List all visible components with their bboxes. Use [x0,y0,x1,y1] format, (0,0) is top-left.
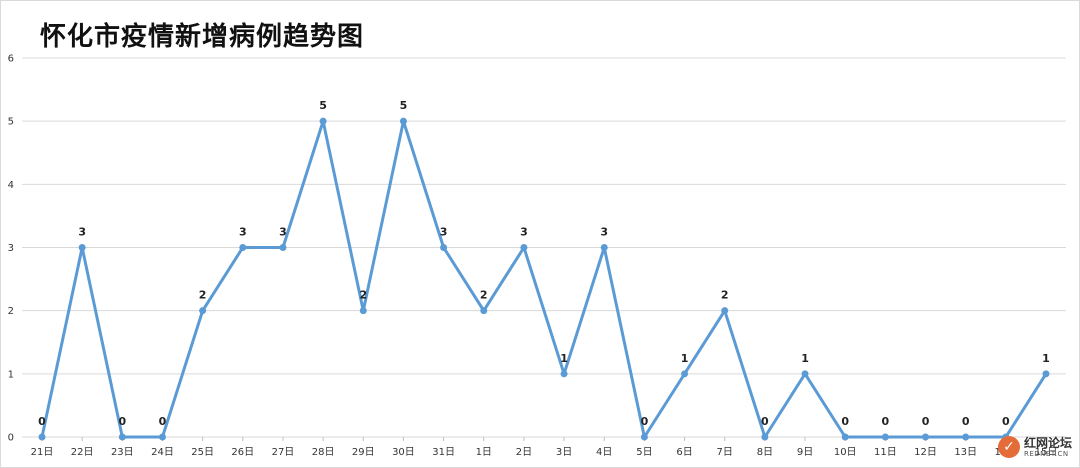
series [38,117,1050,441]
x-tick-label: 11日 [874,447,897,458]
data-point [279,244,287,251]
y-tick-label: 5 [8,117,14,128]
chart-title: 怀化市疫情新增病例趋势图 [40,22,365,52]
data-label: 0 [118,415,126,428]
data-label: 1 [1042,352,1050,365]
x-tick-label: 6日 [676,447,692,458]
x-tick-label: 31日 [432,447,455,458]
x-tick-label: 9日 [797,447,813,458]
data-label: 2 [199,289,207,302]
data-point [841,433,849,441]
data-label: 3 [78,226,86,239]
data-label: 0 [38,415,46,428]
data-label: 3 [440,226,448,239]
data-point [399,117,407,125]
data-point [1042,370,1050,378]
data-labels: 0 3 0 0 2 3 3 5 2 5 3 2 3 1 3 0 1 2 0 1 0 0 0 0 0 1 [38,99,1050,428]
data-label: 0 [882,415,890,428]
data-point [78,244,86,251]
watermark-name: 红网论坛 [1023,435,1072,450]
x-tick-label: 1日 [476,447,492,458]
x-tick-label: 5日 [636,447,652,458]
rednet-logo-icon: ✓ [997,436,1020,458]
x-tick-label: 12日 [914,447,937,458]
data-point [600,244,608,251]
x-tick-label: 15日 [1035,447,1058,458]
data-point [922,433,930,441]
data-point [118,433,126,441]
data-point [761,433,769,441]
x-tick-label: 13日 [954,447,977,458]
x-tick-label: 8日 [757,447,773,458]
data-label: 1 [560,352,568,365]
data-label: 1 [681,352,689,365]
y-tick-label: 6 [8,54,14,65]
gridlines [22,57,1066,438]
y-axis: 0 1 2 3 4 5 6 [8,54,14,444]
data-label: 0 [841,415,849,428]
data-point [681,370,689,378]
data-point [962,433,970,441]
x-tick-label: 3日 [556,447,572,458]
data-label: 0 [922,415,930,428]
data-label: 3 [279,226,287,239]
x-tick-label: 24日 [151,447,174,458]
data-point [38,433,46,441]
x-tick-label: 25日 [191,447,214,458]
data-label: 3 [239,226,247,239]
watermark-url: REDNET.CN [1023,449,1069,458]
data-point [520,244,528,251]
data-point [239,244,247,251]
y-tick-label: 2 [8,306,14,317]
x-axis: 21日 22日 23日 24日 25日 26日 27日 28日 29日 30日 31日 1日 2日 3日 4… [31,437,1058,458]
data-point [801,370,809,378]
data-label: 1 [801,352,809,365]
series-line [40,119,1048,439]
data-point [199,307,207,315]
y-tick-label: 0 [8,433,14,444]
data-label: 0 [1002,415,1010,428]
x-tick-label: 7日 [717,447,733,458]
data-label: 2 [480,289,488,302]
y-tick-label: 3 [8,243,14,254]
data-point [560,370,568,378]
x-tick-label: 4日 [596,447,612,458]
data-label: 3 [600,226,608,239]
data-point [158,433,166,441]
x-tick-label: 29日 [352,447,375,458]
data-label: 5 [400,99,408,112]
data-label: 0 [962,415,970,428]
data-point [359,307,367,315]
data-label: 0 [641,415,649,428]
rednet-watermark: ✓ 红网论坛 REDNET.CN [997,435,1072,458]
data-label: 3 [520,226,528,239]
y-tick-label: 1 [8,369,14,380]
x-tick-label: 26日 [231,447,254,458]
data-point [881,433,889,441]
data-label: 0 [761,415,769,428]
x-tick-label: 23日 [111,447,134,458]
x-tick-label: 2日 [516,447,532,458]
y-tick-label: 4 [8,180,14,191]
data-point [721,307,729,315]
data-label: 2 [721,289,729,302]
data-point [480,307,488,315]
data-point [440,244,448,251]
data-label: 5 [319,99,327,112]
data-point [640,433,648,441]
x-tick-label: 28日 [312,447,335,458]
x-tick-label: 22日 [71,447,94,458]
data-point [319,117,327,125]
data-label: 2 [359,289,367,302]
data-label: 0 [159,415,167,428]
x-tick-label: 27日 [272,447,295,458]
x-tick-label: 30日 [392,447,415,458]
x-tick-label: 10日 [834,447,857,458]
x-tick-label: 21日 [31,447,54,458]
